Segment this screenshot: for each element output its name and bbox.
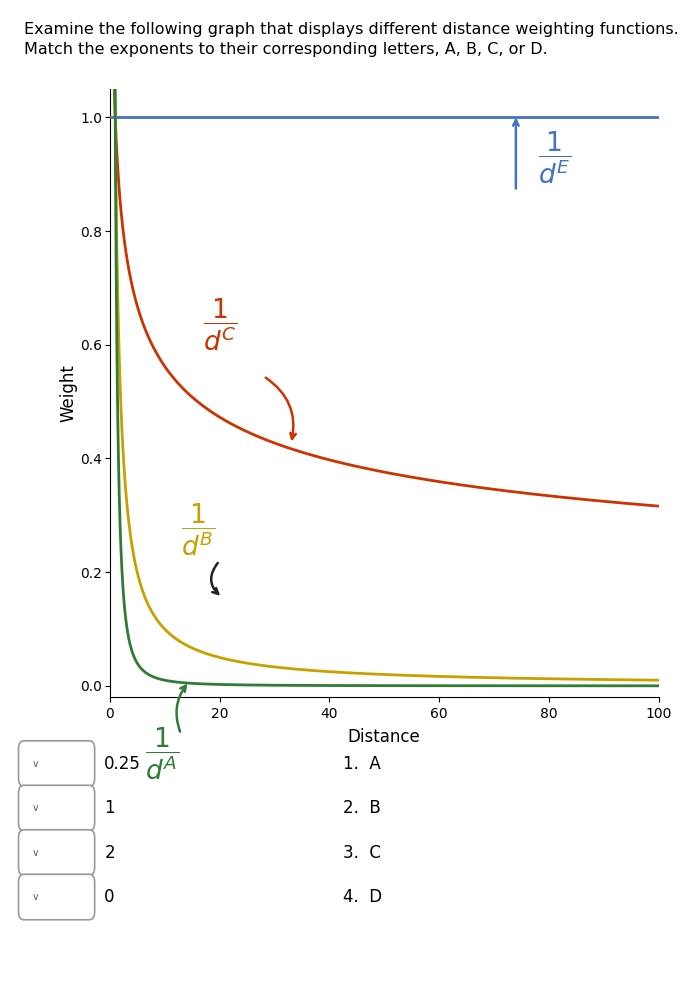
Text: 3.  C: 3. C — [343, 844, 381, 861]
Text: Examine the following graph that displays different distance weighting functions: Examine the following graph that display… — [24, 22, 678, 37]
Text: ∨: ∨ — [31, 759, 39, 768]
Text: ∨: ∨ — [31, 892, 39, 902]
Text: 0: 0 — [104, 888, 115, 906]
Text: 1.  A: 1. A — [343, 755, 381, 772]
Text: 0.25: 0.25 — [104, 755, 141, 772]
Text: 2.  B: 2. B — [343, 799, 381, 817]
Text: $\dfrac{1}{d^E}$: $\dfrac{1}{d^E}$ — [538, 129, 571, 186]
Text: $\dfrac{1}{d^A}$: $\dfrac{1}{d^A}$ — [145, 726, 180, 782]
Text: ∨: ∨ — [31, 803, 39, 813]
Text: Match the exponents to their corresponding letters, A, B, C, or D.: Match the exponents to their correspondi… — [24, 42, 547, 56]
Text: ∨: ∨ — [31, 848, 39, 857]
Text: 2: 2 — [104, 844, 115, 861]
X-axis label: Distance: Distance — [348, 728, 421, 746]
Text: 1: 1 — [104, 799, 115, 817]
Text: $\dfrac{1}{d^C}$: $\dfrac{1}{d^C}$ — [203, 297, 237, 353]
Text: 4.  D: 4. D — [343, 888, 382, 906]
Y-axis label: Weight: Weight — [60, 364, 78, 422]
Text: $\dfrac{1}{d^B}$: $\dfrac{1}{d^B}$ — [181, 501, 215, 558]
